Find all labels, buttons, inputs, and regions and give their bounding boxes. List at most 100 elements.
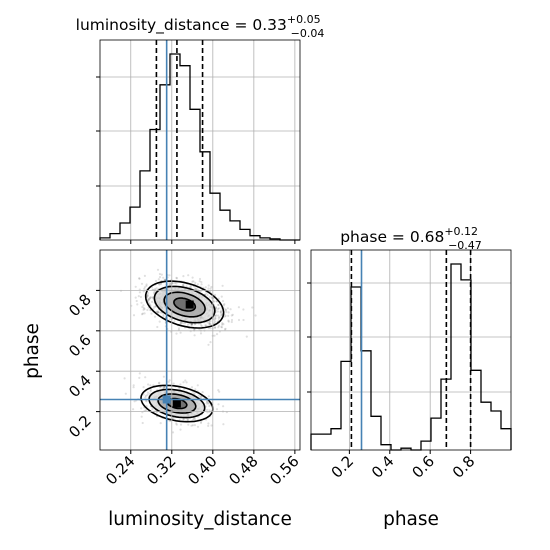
- sample-point: [207, 343, 210, 346]
- sample-point: [221, 284, 224, 287]
- sample-point: [220, 326, 224, 329]
- sample-point: [219, 314, 223, 317]
- sample-point: [217, 403, 220, 406]
- sample-point: [152, 384, 155, 387]
- sample-point: [208, 295, 211, 298]
- sample-point: [168, 281, 171, 285]
- sample-point: [207, 327, 210, 330]
- sample-point: [217, 303, 220, 307]
- sample-point: [140, 415, 143, 418]
- sample-point: [191, 276, 194, 279]
- sample-point: [224, 327, 227, 330]
- sample-point: [123, 377, 126, 380]
- sample-point: [231, 313, 234, 316]
- sample-point: [196, 384, 199, 387]
- sample-point: [157, 278, 160, 281]
- panel-joint: [99, 249, 301, 451]
- sample-point: [137, 295, 140, 298]
- sample-point: [158, 276, 162, 279]
- sample-point: [175, 332, 178, 335]
- sample-point: [180, 322, 183, 325]
- sample-point: [160, 273, 163, 276]
- sample-point: [189, 285, 192, 288]
- panels-base: [99, 39, 512, 451]
- sample-point: [230, 318, 234, 322]
- sample-point: [150, 312, 153, 315]
- sample-point: [179, 383, 182, 386]
- sample-point: [208, 321, 211, 325]
- sample-point: [219, 310, 222, 314]
- sample-point: [190, 424, 193, 427]
- sample-point: [193, 323, 196, 326]
- sample-point: [153, 305, 156, 308]
- hist-phase: [310, 263, 512, 451]
- sample-point: [190, 323, 193, 326]
- sample-point: [178, 387, 181, 390]
- sample-point: [224, 309, 228, 312]
- sample-point: [222, 323, 225, 326]
- sample-point: [208, 323, 211, 326]
- sample-point: [208, 404, 211, 408]
- sample-point: [152, 291, 156, 294]
- sample-point: [205, 291, 208, 295]
- x-tick-label-ld: 0.40: [184, 452, 220, 488]
- sample-point: [190, 323, 194, 326]
- sample-point: [144, 394, 147, 397]
- sample-point: [192, 418, 195, 421]
- sample-point: [207, 424, 210, 427]
- sample-point: [168, 274, 171, 277]
- sample-point: [149, 384, 152, 387]
- sample-point: [215, 408, 219, 411]
- xlabel-luminosity-distance: luminosity_distance: [108, 509, 292, 530]
- sample-point: [220, 295, 223, 298]
- sample-point: [154, 305, 157, 308]
- sample-point: [191, 280, 194, 283]
- sample-point: [198, 280, 201, 283]
- sample-point: [215, 314, 218, 317]
- sample-point: [145, 400, 148, 403]
- sample-point: [132, 384, 135, 387]
- sample-point: [222, 423, 225, 426]
- sample-point: [196, 425, 200, 428]
- sample-point: [143, 286, 146, 289]
- sample-point: [227, 319, 230, 322]
- sample-point: [140, 407, 143, 410]
- sample-point: [173, 320, 176, 323]
- sample-point: [162, 276, 165, 279]
- sample-point: [217, 297, 220, 300]
- sample-point: [140, 313, 144, 316]
- sample-point: [153, 315, 157, 318]
- sample-point: [142, 308, 145, 311]
- sample-point: [223, 303, 226, 306]
- sample-point: [208, 320, 211, 323]
- sample-point: [196, 283, 199, 286]
- sample-point: [193, 424, 196, 427]
- sample-point: [134, 285, 137, 288]
- sample-point: [218, 316, 221, 319]
- sample-point: [209, 323, 212, 326]
- sample-point: [227, 311, 230, 314]
- sample-point: [214, 326, 217, 329]
- sample-point: [146, 291, 149, 295]
- sample-point: [157, 382, 160, 385]
- sample-point: [199, 332, 203, 335]
- sample-point: [138, 376, 141, 379]
- sample-point: [185, 381, 188, 384]
- sample-point: [156, 268, 160, 271]
- sample-point: [224, 308, 227, 311]
- sample-point: [227, 314, 230, 317]
- sample-point: [146, 295, 149, 298]
- sample-point: [157, 311, 160, 314]
- sample-point: [132, 386, 135, 389]
- sample-point: [154, 287, 157, 291]
- sample-point: [242, 308, 245, 311]
- sample-point: [219, 312, 223, 315]
- sample-point: [142, 304, 145, 307]
- sample-point: [245, 335, 248, 338]
- sample-point: [208, 409, 211, 412]
- title-luminosity-distance: luminosity_distance = 0.33+0.05 −0.04: [76, 13, 325, 40]
- sample-point: [237, 306, 240, 309]
- sample-point: [182, 381, 185, 384]
- sample-point: [207, 402, 210, 405]
